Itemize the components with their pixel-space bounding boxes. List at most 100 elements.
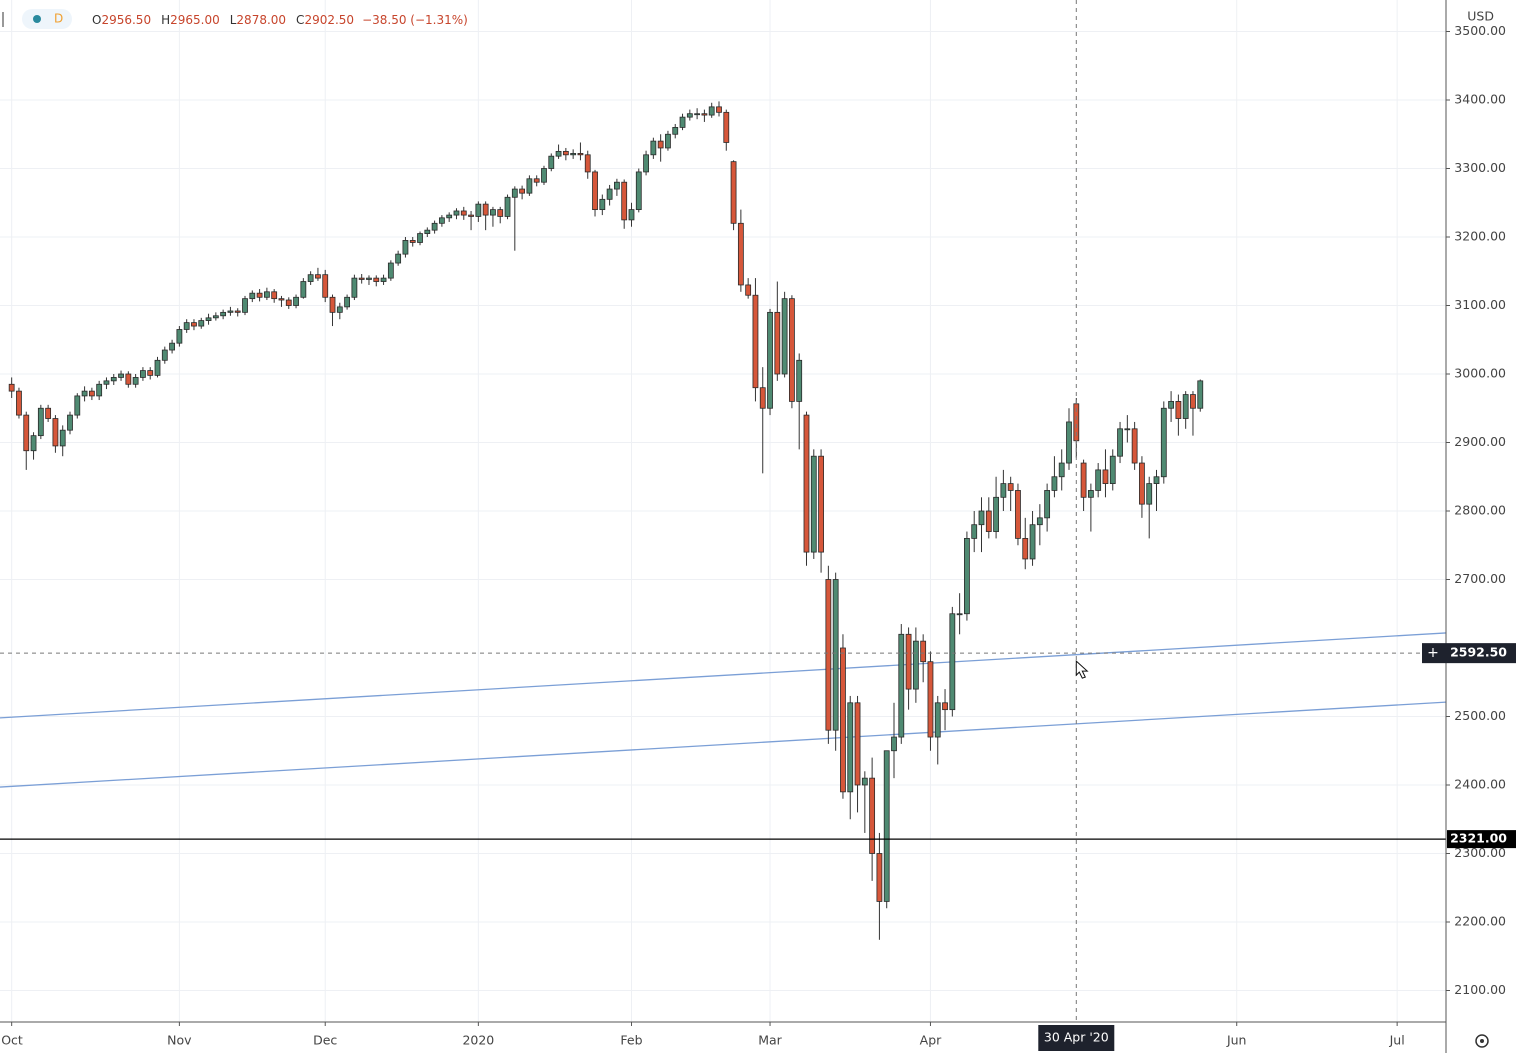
candle-body: [88, 390, 95, 397]
candle-body: [803, 414, 810, 553]
candle-body: [934, 702, 941, 738]
candle-body: [37, 407, 44, 437]
status-pill: [22, 9, 72, 29]
ohlc-legend: O2956.50 H2965.00 L2878.00 C2902.50 −38.50 (…: [92, 13, 468, 27]
candle-body: [840, 647, 846, 793]
candle-body: [665, 133, 671, 149]
candle-body: [891, 736, 897, 752]
y-tick-label: 3300.00: [1454, 160, 1506, 175]
candle-body: [541, 168, 547, 183]
candle-body: [373, 277, 380, 282]
candle-body: [716, 106, 722, 113]
candle-body: [336, 306, 343, 313]
crosshair-x-label: 30 Apr '20: [1044, 1030, 1109, 1045]
candle-body: [67, 414, 73, 431]
candle-body: [796, 359, 803, 402]
candle-body: [592, 171, 598, 211]
y-tick-label: 3400.00: [1454, 92, 1506, 107]
x-tick-label: Apr: [920, 1033, 942, 1048]
candle-body: [234, 310, 241, 313]
legend-value: 2965.00: [170, 13, 220, 27]
candle-body: [409, 240, 416, 243]
candle-body: [912, 640, 919, 690]
candle-body: [212, 315, 219, 319]
candle-body: [723, 111, 730, 143]
candle-body: [52, 418, 59, 447]
candle-body: [854, 702, 861, 786]
candle-body: [220, 311, 227, 317]
candle-body: [526, 178, 533, 194]
candle-body: [737, 222, 744, 286]
candle-body: [271, 291, 278, 300]
candle-body: [1175, 401, 1182, 419]
candle-body: [16, 390, 22, 416]
candle-body: [548, 155, 555, 169]
candle-body: [1139, 462, 1145, 505]
legend-key: L: [230, 13, 237, 27]
candle-body: [263, 291, 270, 298]
candle-body: [424, 229, 431, 234]
candle-body: [1102, 469, 1109, 485]
status-dot: [33, 15, 41, 23]
candle-body: [475, 203, 482, 217]
candle-body: [482, 203, 489, 216]
candle-body: [876, 853, 883, 902]
candle-body: [468, 214, 474, 217]
candle-body: [1058, 462, 1065, 478]
y-tick-label: 3200.00: [1454, 229, 1506, 244]
candle-body: [956, 613, 963, 616]
settings-icon[interactable]: [1475, 1034, 1489, 1048]
candle-body: [103, 380, 110, 385]
candle-body: [1153, 476, 1160, 485]
candle-body: [81, 390, 88, 397]
y-tick-label: 3000.00: [1454, 366, 1506, 381]
candle-body: [942, 702, 948, 711]
candle-body: [278, 298, 285, 301]
candle-body: [1007, 483, 1014, 491]
candle-body: [1066, 421, 1072, 464]
y-tick-label: 2300.00: [1454, 845, 1506, 860]
candle-body: [745, 284, 752, 296]
candle-body: [1146, 483, 1153, 505]
crosshair-y-label: 2592.50: [1450, 645, 1507, 660]
candle-body: [1022, 537, 1029, 560]
candle-body: [810, 455, 817, 553]
candle-body: [118, 373, 124, 378]
x-tick-label: Mar: [758, 1033, 782, 1048]
candle-body: [23, 414, 30, 452]
candle-body: [1168, 401, 1174, 409]
candle-body: [511, 188, 518, 198]
candle-body: [315, 274, 321, 279]
candle-body: [176, 329, 183, 344]
candle-body: [555, 150, 562, 157]
candle-body: [453, 210, 460, 216]
candle-body: [227, 310, 234, 313]
candle-body: [322, 274, 329, 298]
legend-value: 2956.50: [101, 13, 151, 27]
candle-body: [460, 210, 467, 216]
candle-body: [818, 455, 824, 553]
candle-body: [490, 209, 496, 216]
candle-body: [59, 429, 66, 447]
legend-change: −38.50 (−1.31%): [362, 13, 468, 27]
candle-body: [643, 154, 649, 173]
candle-body: [366, 277, 372, 280]
candle-body: [650, 140, 657, 156]
candle-body: [1044, 490, 1051, 519]
candle-body: [431, 222, 438, 231]
x-tick-label: Nov: [167, 1033, 192, 1048]
candle-body: [293, 296, 299, 306]
price-label-box: [1447, 830, 1516, 849]
candle-body: [497, 209, 504, 217]
candle-body: [993, 496, 999, 532]
candle-body: [657, 140, 664, 149]
candle-body: [927, 661, 934, 738]
candle-body: [402, 240, 409, 255]
legend-value: 2878.00: [236, 13, 286, 27]
candle-body: [183, 322, 190, 330]
candle-body: [672, 127, 679, 135]
candle-body: [730, 161, 737, 224]
candle-body: [1190, 394, 1196, 409]
legend-header: D O2956.50 H2965.00 L2878.00 C2902.50 −38.50…: [2, 9, 468, 29]
candle-body: [30, 435, 37, 452]
